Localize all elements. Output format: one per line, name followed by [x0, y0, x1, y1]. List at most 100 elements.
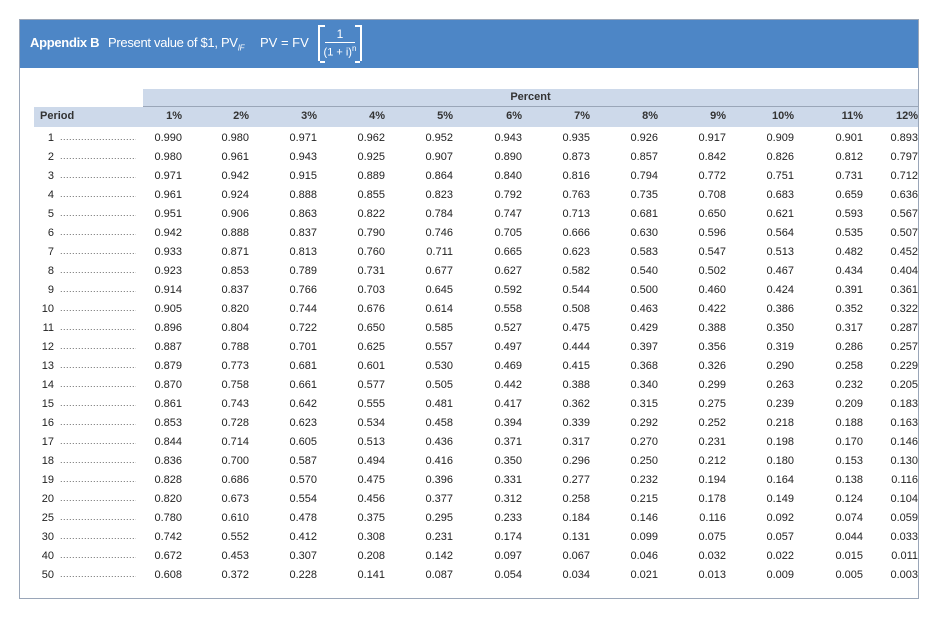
- period-cell: 40: [41, 550, 54, 562]
- value-cell: 0.962: [357, 132, 385, 144]
- period-cell: 3: [47, 170, 54, 182]
- value-cell: 0.322: [890, 303, 918, 315]
- table-row: 13.............................. 0.879 0.7…: [34, 358, 918, 377]
- value-cell: 0.540: [630, 265, 658, 277]
- value-cell: 0.924: [221, 189, 249, 201]
- fraction-bar: [325, 42, 355, 43]
- period-cell: 20: [41, 493, 54, 505]
- value-cell: 0.742: [154, 531, 182, 543]
- value-cell: 0.009: [766, 569, 794, 581]
- period-cell: 30: [41, 531, 54, 543]
- value-cell: 0.212: [698, 455, 726, 467]
- value-cell: 0.828: [154, 474, 182, 486]
- column-header: 2%: [233, 110, 249, 122]
- value-cell: 0.582: [562, 265, 590, 277]
- value-cell: 0.826: [766, 151, 794, 163]
- value-cell: 0.368: [630, 360, 658, 372]
- value-cell: 0.099: [630, 531, 658, 543]
- value-cell: 0.116: [891, 474, 918, 486]
- value-cell: 0.292: [630, 417, 658, 429]
- value-cell: 0.683: [766, 189, 794, 201]
- value-cell: 0.923: [154, 265, 182, 277]
- leader-dots: ..............................: [60, 436, 136, 446]
- leader-dots: ..............................: [60, 550, 136, 560]
- period-cell: 15: [41, 398, 54, 410]
- period-cell: 8: [47, 265, 54, 277]
- value-cell: 0.909: [766, 132, 794, 144]
- column-header: 10%: [771, 110, 794, 122]
- value-cell: 0.681: [630, 208, 658, 220]
- value-cell: 0.837: [221, 284, 249, 296]
- value-cell: 0.415: [562, 360, 590, 372]
- value-cell: 0.547: [698, 246, 726, 258]
- value-cell: 0.397: [630, 341, 658, 353]
- column-header: 8%: [642, 110, 658, 122]
- value-cell: 0.507: [890, 227, 918, 239]
- leader-dots: ..............................: [60, 151, 136, 161]
- value-cell: 0.794: [630, 170, 658, 182]
- leader-dots: ..............................: [60, 322, 136, 332]
- value-cell: 0.530: [425, 360, 453, 372]
- value-cell: 0.417: [494, 398, 522, 410]
- value-cell: 0.743: [221, 398, 249, 410]
- value-cell: 0.596: [698, 227, 726, 239]
- value-cell: 0.915: [289, 170, 317, 182]
- formula-lhs: PV = FV: [260, 35, 309, 50]
- value-cell: 0.198: [766, 436, 794, 448]
- value-cell: 0.170: [835, 436, 863, 448]
- value-cell: 0.131: [562, 531, 590, 543]
- value-cell: 0.312: [494, 493, 522, 505]
- value-cell: 0.623: [289, 417, 317, 429]
- value-cell: 0.444: [562, 341, 590, 353]
- table-row: 12.............................. 0.887 0.7…: [34, 339, 918, 358]
- column-header: 5%: [437, 110, 453, 122]
- value-cell: 0.951: [154, 208, 182, 220]
- value-cell: 0.673: [221, 493, 249, 505]
- value-cell: 0.277: [562, 474, 590, 486]
- value-cell: 0.861: [154, 398, 182, 410]
- value-cell: 0.456: [357, 493, 385, 505]
- value-cell: 0.853: [221, 265, 249, 277]
- value-cell: 0.901: [835, 132, 863, 144]
- value-cell: 0.554: [289, 493, 317, 505]
- value-cell: 0.340: [630, 379, 658, 391]
- table-row: 2.............................. 0.980 0.96…: [34, 149, 918, 168]
- value-cell: 0.711: [426, 246, 453, 258]
- value-cell: 0.601: [357, 360, 385, 372]
- value-cell: 0.467: [766, 265, 794, 277]
- value-cell: 0.760: [357, 246, 385, 258]
- value-cell: 0.857: [630, 151, 658, 163]
- leader-dots: ..............................: [60, 398, 136, 408]
- value-cell: 0.011: [891, 550, 918, 562]
- value-cell: 0.577: [357, 379, 385, 391]
- leader-dots: ..............................: [60, 512, 136, 522]
- value-cell: 0.270: [630, 436, 658, 448]
- leader-dots: ..............................: [60, 208, 136, 218]
- value-cell: 0.676: [357, 303, 385, 315]
- value-cell: 0.980: [221, 132, 249, 144]
- table-row: 25.............................. 0.780 0.6…: [34, 510, 918, 529]
- value-cell: 0.713: [562, 208, 590, 220]
- value-cell: 0.481: [425, 398, 453, 410]
- column-header: 1%: [166, 110, 182, 122]
- period-header: Period: [40, 110, 75, 122]
- value-cell: 0.914: [154, 284, 182, 296]
- leader-dots: ..............................: [60, 265, 136, 275]
- period-cell: 14: [41, 379, 54, 391]
- value-cell: 0.552: [221, 531, 249, 543]
- value-cell: 0.350: [766, 322, 794, 334]
- value-cell: 0.873: [562, 151, 590, 163]
- value-cell: 0.142: [425, 550, 453, 562]
- value-cell: 0.943: [494, 132, 522, 144]
- value-cell: 0.677: [425, 265, 453, 277]
- value-cell: 0.371: [494, 436, 522, 448]
- value-cell: 0.252: [698, 417, 726, 429]
- value-cell: 0.429: [630, 322, 658, 334]
- value-cell: 0.361: [890, 284, 918, 296]
- appendix-title: Appendix B: [30, 35, 100, 50]
- value-cell: 0.164: [766, 474, 794, 486]
- column-header-row: [34, 107, 918, 127]
- column-header: 7%: [574, 110, 590, 122]
- table-row: 40.............................. 0.672 0.4…: [34, 548, 918, 567]
- value-cell: 0.971: [289, 132, 317, 144]
